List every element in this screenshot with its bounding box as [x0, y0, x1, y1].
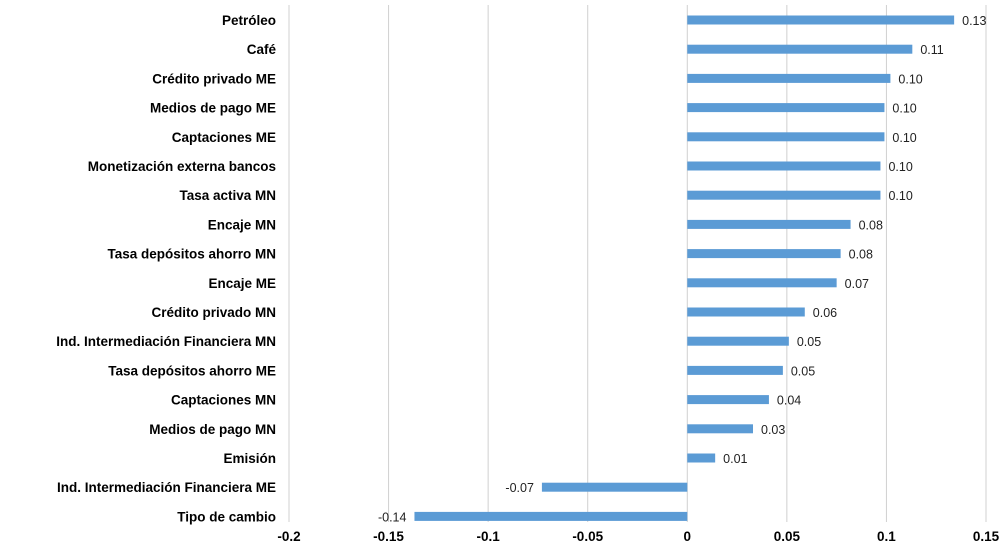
category-label: Monetización externa bancos: [88, 159, 276, 174]
data-label: 0.01: [723, 452, 747, 466]
bar: [687, 365, 783, 375]
data-label: 0.10: [892, 102, 916, 116]
category-label: Crédito privado MN: [151, 305, 276, 320]
bar: [414, 511, 688, 521]
bar: [687, 219, 851, 229]
category-label: Ind. Intermediación Financiera ME: [57, 480, 276, 495]
category-label: Petróleo: [222, 13, 276, 28]
x-tick-label: -0.15: [373, 529, 404, 544]
bar: [687, 190, 881, 200]
category-label: Emisión: [223, 451, 276, 466]
x-tick-label: 0.05: [774, 529, 801, 544]
bars: [414, 15, 955, 521]
data-label: 0.10: [898, 72, 922, 86]
data-label: -0.07: [505, 481, 534, 495]
category-label: Captaciones MN: [171, 393, 276, 408]
data-label: 0.10: [892, 131, 916, 145]
category-label: Captaciones ME: [172, 130, 276, 145]
category-label: Tipo de cambio: [177, 509, 276, 524]
x-axis-tick-labels: -0.2 -0.15 -0.1 -0.05 0 0.05 0.1 0.15: [277, 529, 999, 544]
data-label: 0.03: [761, 423, 785, 437]
bar: [687, 161, 881, 171]
bar: [687, 424, 754, 434]
data-label: 0.07: [845, 277, 869, 291]
bar: [687, 336, 789, 346]
data-label: 0.11: [920, 43, 943, 57]
bar: [687, 132, 885, 142]
bar: [687, 44, 913, 54]
data-label: 0.06: [813, 306, 837, 320]
bar: [687, 453, 716, 463]
data-labels: 0.13 0.11 0.10 0.10 0.10 0.10 0.10 0.08 0.08 0.07…: [378, 14, 987, 524]
category-label: Tasa depósitos ahorro ME: [108, 363, 276, 378]
data-label: 0.04: [777, 394, 801, 408]
data-label: 0.08: [859, 218, 883, 232]
gridlines: [288, 5, 987, 522]
category-label: Ind. Intermediación Financiera MN: [56, 334, 276, 349]
bar: [687, 73, 891, 83]
category-label: Medios de pago ME: [150, 101, 276, 116]
category-label: Tasa depósitos ahorro MN: [107, 247, 276, 262]
x-tick-label: 0.1: [877, 529, 896, 544]
x-tick-label: -0.2: [277, 529, 300, 544]
data-label: 0.10: [888, 160, 912, 174]
data-label: 0.05: [791, 364, 815, 378]
bar: [687, 307, 805, 317]
category-label: Encaje ME: [208, 276, 276, 291]
bar: [687, 395, 769, 405]
category-label: Café: [247, 42, 277, 57]
bar: [687, 103, 885, 113]
bar: [687, 249, 841, 259]
bar: [541, 482, 688, 492]
bar: [687, 15, 955, 25]
category-label: Medios de pago MN: [149, 422, 276, 437]
data-label: 0.05: [797, 335, 821, 349]
x-tick-label: 0: [684, 529, 692, 544]
category-label: Crédito privado ME: [152, 71, 276, 86]
category-label: Tasa activa MN: [179, 188, 276, 203]
x-tick-label: -0.05: [572, 529, 603, 544]
category-labels: Petróleo Café Crédito privado ME Medios de …: [56, 13, 276, 524]
data-label: 0.10: [888, 189, 912, 203]
data-label: 0.08: [849, 248, 873, 262]
x-tick-label: 0.15: [973, 529, 1000, 544]
data-label: -0.14: [378, 510, 407, 524]
data-label: 0.13: [962, 14, 986, 28]
bar: [687, 278, 837, 288]
category-label: Encaje MN: [208, 217, 276, 232]
x-tick-label: -0.1: [477, 529, 501, 544]
